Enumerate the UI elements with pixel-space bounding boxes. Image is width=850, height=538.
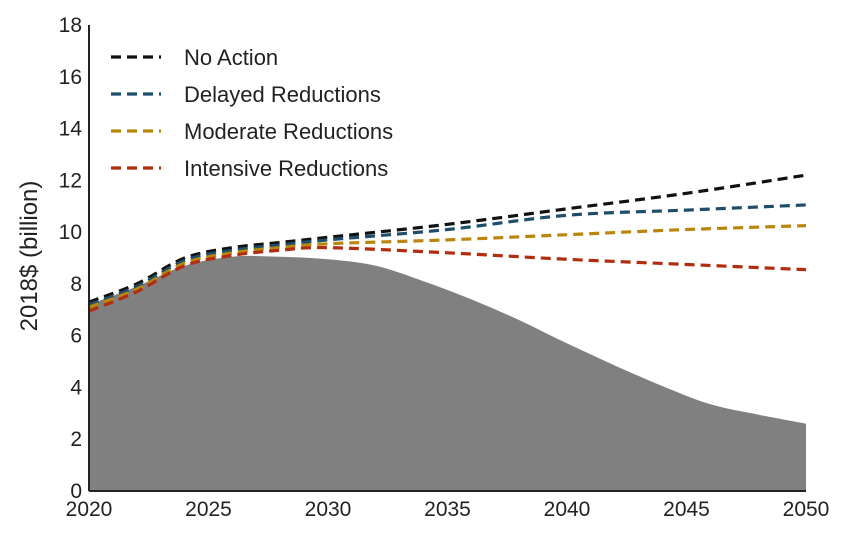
y-tick-label: 16 bbox=[59, 66, 82, 89]
y-tick-label: 12 bbox=[59, 169, 82, 192]
y-axis-title: 2018$ (billion) bbox=[16, 181, 43, 332]
legend-label: No Action bbox=[184, 45, 278, 70]
series-line-moderate-reductions bbox=[88, 224, 807, 309]
shaded-area bbox=[89, 255, 806, 491]
area-layer bbox=[89, 255, 806, 491]
legend-label: Intensive Reductions bbox=[184, 156, 388, 181]
y-tick-labels: 0 2 4 6 8 10 12 14 16 18 bbox=[59, 14, 83, 503]
x-tick-labels: 2020 2025 2030 2035 2040 2045 2050 bbox=[66, 498, 830, 521]
x-tick-label: 2035 bbox=[424, 498, 471, 521]
legend-label: Moderate Reductions bbox=[184, 119, 393, 144]
x-tick-label: 2025 bbox=[185, 498, 232, 521]
x-tick-label: 2050 bbox=[783, 498, 830, 521]
legend-label: Delayed Reductions bbox=[184, 82, 381, 107]
series-line-intensive-reductions bbox=[88, 245, 807, 313]
x-tick-label: 2020 bbox=[66, 498, 113, 521]
y-tick-label: 2 bbox=[70, 428, 82, 451]
series-line-no-action bbox=[88, 173, 807, 304]
y-tick-label: 0 bbox=[70, 480, 82, 503]
y-tick-label: 18 bbox=[59, 14, 82, 37]
y-tick-label: 14 bbox=[59, 118, 83, 141]
x-tick-label: 2030 bbox=[305, 498, 352, 521]
lines-layer bbox=[88, 173, 807, 313]
x-tick-label: 2040 bbox=[544, 498, 591, 521]
axes-layer bbox=[88, 25, 806, 492]
legend: No Action Delayed Reductions Moderate Redu… bbox=[111, 45, 393, 181]
y-tick-label: 4 bbox=[70, 376, 82, 399]
y-tick-label: 8 bbox=[70, 273, 82, 296]
y-tick-label: 6 bbox=[70, 325, 82, 348]
series-line-delayed-reductions bbox=[88, 203, 807, 307]
y-tick-label: 10 bbox=[59, 221, 82, 244]
x-tick-label: 2045 bbox=[663, 498, 710, 521]
